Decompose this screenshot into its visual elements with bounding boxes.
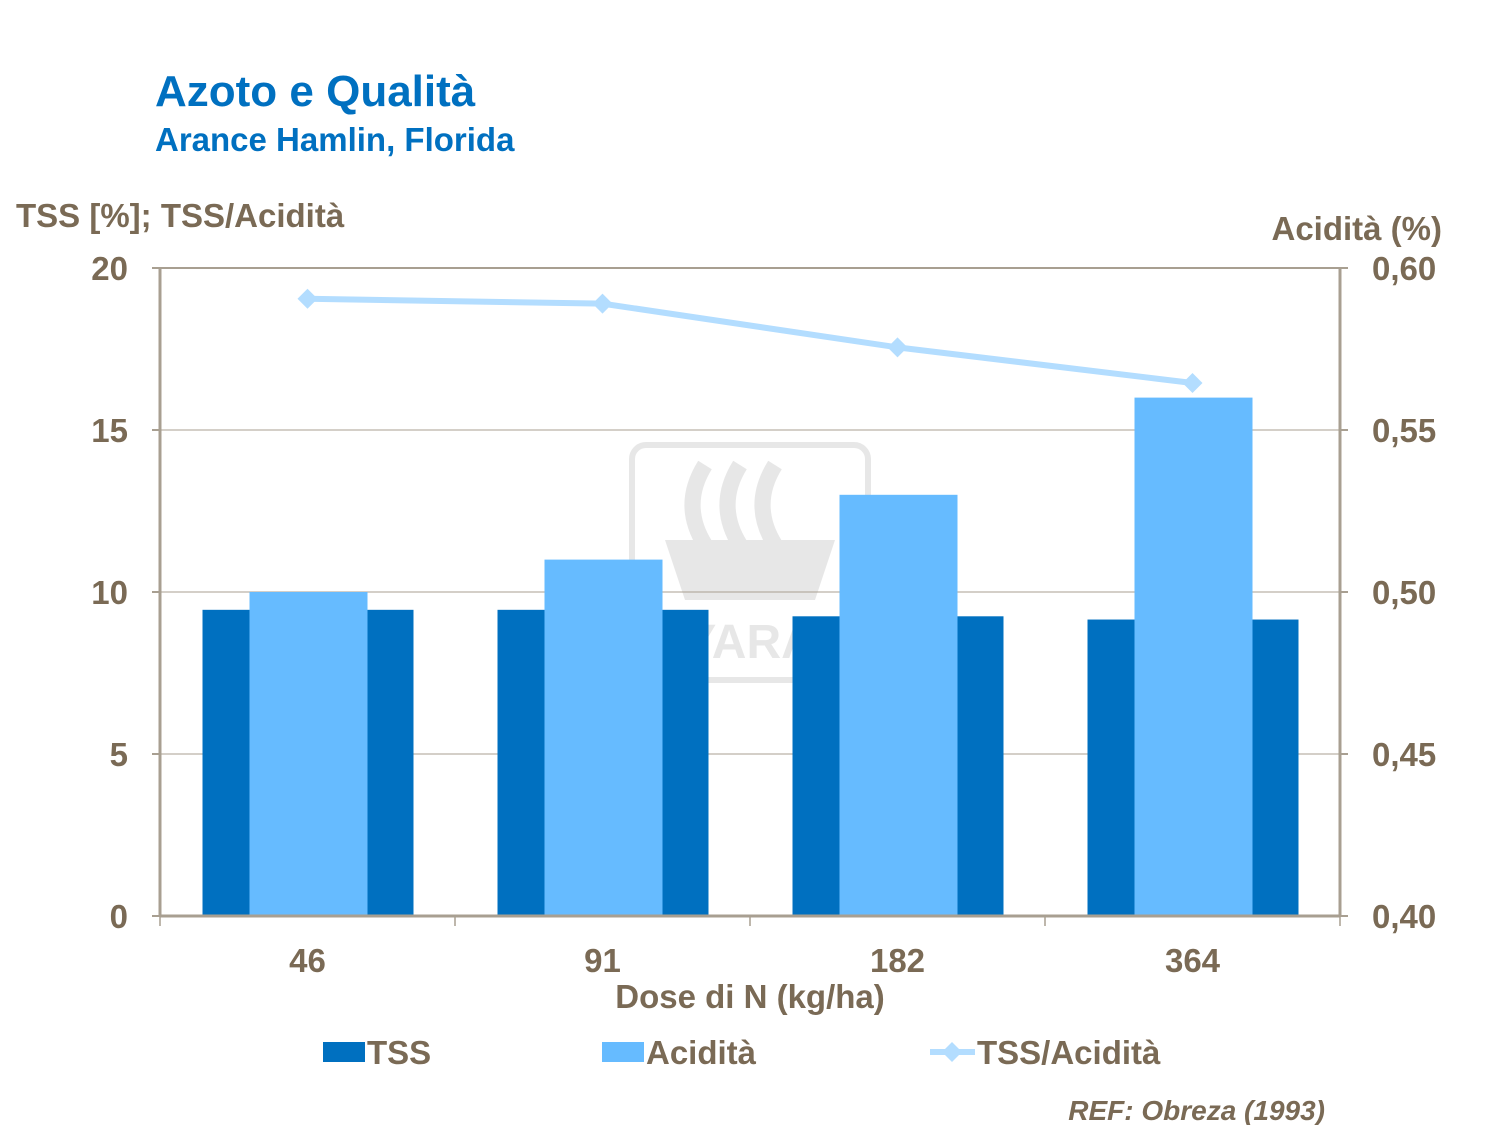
chart-subtitle: Arance Hamlin, Florida [155,121,515,158]
y2-tick-label: 0,60 [1372,250,1436,287]
point-tss-acidita [887,337,908,358]
y2-tick-label: 0,55 [1372,412,1436,449]
bar-acidita [249,592,368,916]
legend-label-acidita: Acidità [646,1034,757,1071]
x-tick-label: 182 [870,942,925,979]
y-axis-label: TSS [%]; TSS/Acidità [16,197,345,234]
legend-swatch-tss [323,1042,365,1062]
bar-acidita [839,494,958,916]
line-tss-acidita [307,295,1193,386]
y-tick-label: 5 [110,736,128,773]
point-tss-acidita [1182,373,1203,394]
y-tick-label: 0 [110,898,128,935]
y2-tick-label: 0,45 [1372,736,1436,773]
chart-title: Azoto e Qualità [155,67,476,116]
x-tick-label: 91 [584,942,621,979]
y-tick-label: 15 [91,412,128,449]
bar-acidita [544,559,663,916]
legend-label-tss: TSS [367,1034,431,1071]
reference-note: REF: Obreza (1993) [1068,1095,1325,1125]
x-tick-label: 364 [1165,942,1221,979]
y-tick-label: 20 [91,250,128,287]
y2-tick-label: 0,40 [1372,898,1436,935]
x-tick-label: 46 [289,942,326,979]
y-tick-label: 10 [91,574,128,611]
legend-label-ratio: TSS/Acidità [977,1034,1161,1071]
y2-axis-label: Acidità (%) [1271,210,1442,247]
y2-tick-label: 0,50 [1372,574,1436,611]
bar-acidita [1134,397,1253,917]
legend-swatch-ratio-marker [942,1042,962,1062]
point-tss-acidita [297,288,318,309]
point-tss-acidita [592,293,613,314]
x-axis-label: Dose di N (kg/ha) [615,978,885,1015]
legend-swatch-acidita [602,1042,644,1062]
